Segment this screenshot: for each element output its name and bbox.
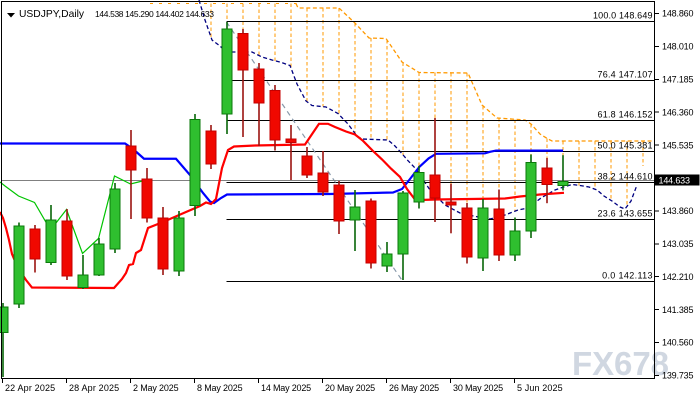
svg-text:38.2 144.610: 38.2 144.610 [598, 171, 653, 181]
svg-text:143.035: 143.035 [662, 239, 694, 249]
svg-text:148.860: 148.860 [662, 9, 694, 19]
svg-text:28 Apr 2025: 28 Apr 2025 [69, 383, 119, 393]
svg-text:142.210: 142.210 [662, 272, 694, 282]
svg-text:143.860: 143.860 [662, 206, 694, 216]
svg-text:14 May 2025: 14 May 2025 [261, 383, 311, 393]
svg-text:144.633: 144.633 [659, 175, 691, 185]
svg-text:50.0 145.381: 50.0 145.381 [598, 140, 653, 150]
svg-text:139.735: 139.735 [662, 371, 694, 381]
svg-text:8 May 2025: 8 May 2025 [197, 383, 243, 393]
svg-text:148.010: 148.010 [662, 42, 694, 52]
svg-text:USDJPY,Daily: USDJPY,Daily [19, 9, 85, 20]
svg-text:0.0 142.113: 0.0 142.113 [602, 270, 652, 280]
svg-text:140.560: 140.560 [662, 338, 694, 348]
svg-text:26 May 2025: 26 May 2025 [389, 383, 439, 393]
svg-text:141.385: 141.385 [662, 305, 694, 315]
svg-text:146.360: 146.360 [662, 107, 694, 117]
svg-text:147.185: 147.185 [662, 75, 694, 85]
svg-text:76.4 147.107: 76.4 147.107 [598, 69, 653, 79]
svg-text:5 Jun 2025: 5 Jun 2025 [517, 383, 563, 393]
svg-text:100.0 148.649: 100.0 148.649 [593, 10, 653, 20]
svg-text:22 Apr 2025: 22 Apr 2025 [5, 383, 55, 393]
svg-text:20 May 2025: 20 May 2025 [325, 383, 375, 393]
svg-text:2 May 2025: 2 May 2025 [133, 383, 179, 393]
svg-text:23.6 143.655: 23.6 143.655 [598, 208, 653, 218]
svg-text:30 May 2025: 30 May 2025 [453, 383, 503, 393]
svg-text:61.8 146.152: 61.8 146.152 [598, 109, 653, 119]
svg-text:FX678: FX678 [572, 345, 669, 382]
svg-text:145.535: 145.535 [662, 140, 694, 150]
svg-text:144.538 145.290 144.402 144.63: 144.538 145.290 144.402 144.633 [95, 9, 214, 19]
